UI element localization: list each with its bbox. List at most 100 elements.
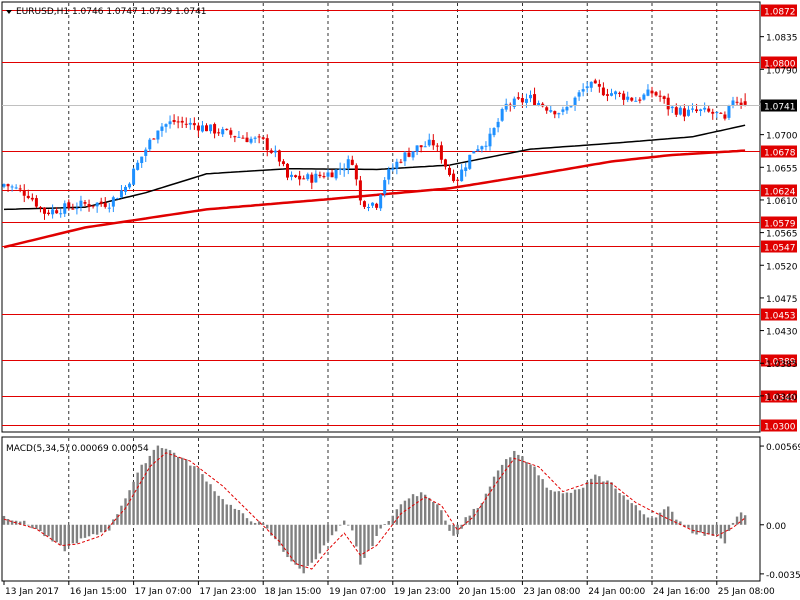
price-level-label: 1.0624 [764,188,796,198]
macd-bar [164,448,168,525]
macd-y-tick-label: -0.00355 [766,571,800,581]
candle-body [569,106,573,108]
candle-body [30,197,34,200]
x-tick-label: 19 Jan 07:00 [329,587,386,597]
x-tick-label: 17 Jan 23:00 [199,587,256,597]
x-tick-label: 25 Jan 08:00 [718,587,775,597]
candle-body [257,136,261,138]
macd-bar [144,463,147,525]
macd-bar [654,517,658,525]
macd-bar [213,491,216,525]
x-tick-label: 16 Jan 15:00 [70,587,127,597]
candle-body [686,109,690,116]
macd-bar [622,495,625,525]
macd-bar [537,475,540,525]
candle-body [334,169,338,179]
candle-body [496,121,500,128]
candle-body [739,102,743,106]
macd-bar [334,524,338,532]
macd-bar [351,524,354,531]
macd-bar [525,462,528,525]
candle-body [71,208,75,210]
macd-bar [492,476,496,525]
candle-body [524,98,528,103]
macd-bar [136,472,139,525]
candle-body [703,107,707,110]
macd-bar [43,524,46,537]
candle-body [630,97,634,101]
macd-bar [679,521,682,525]
macd-bar [59,524,62,546]
candle-body [601,87,605,96]
candle-body [581,89,585,92]
price-level-label: 1.0340 [764,394,796,404]
macd-bar [176,456,180,525]
macd-bar [79,524,83,539]
candle-body [565,106,569,111]
macd-bar [476,508,480,525]
candle-body [38,207,42,209]
candle-body [241,137,245,139]
candle-body [168,121,172,125]
candle-body [302,178,306,180]
candle-body [691,108,694,110]
price-level-tag [761,145,797,158]
macd-bar [225,504,228,525]
y-tick-label: 1.0700 [766,132,798,142]
macd-bar [152,449,156,525]
macd-bar [140,464,143,525]
candle-body [533,94,537,106]
macd-bar [257,521,261,525]
macd-bar [484,493,488,525]
candle-body [670,106,674,109]
macd-bar [112,519,115,525]
triangle-down-icon[interactable] [6,10,12,14]
candle-body [43,207,46,214]
candle-body [18,188,22,190]
macd-bar [47,524,50,537]
candle-body [269,150,273,153]
macd-bar [517,454,520,525]
macd-bar [347,524,350,526]
candle-body [488,133,492,147]
candle-body [375,203,379,208]
y-tick-label: 1.0835 [766,34,798,44]
macd-bar [278,524,281,546]
macd-bar [606,480,609,525]
candle-body [290,174,294,177]
macd-bar [399,504,403,525]
candle-body [411,151,415,158]
macd-bar [67,524,70,547]
macd-bar [148,455,151,525]
macd-bar [509,457,512,525]
candle-body [314,173,318,183]
macd-bar [330,524,334,536]
candle-body [743,101,747,105]
candle-body [476,149,480,152]
macd-bar [553,491,556,525]
macd-bar [448,524,451,531]
macd-header: MACD(5,34,5) 0.00069 0.00054 [6,444,149,454]
macd-bar [715,524,718,534]
candle-body [47,212,51,215]
macd-bar [586,481,589,525]
current-price-tag: 1.0741 [761,99,797,113]
macd-bar [51,524,54,542]
candle-body [654,92,658,96]
candle-body [383,180,387,194]
candle-body [111,197,115,207]
candle-body [610,93,613,96]
candle-body [695,109,699,112]
macd-bar [290,524,293,562]
ma-slow-line [3,149,746,249]
candle-body [79,200,83,208]
macd-bar [610,482,613,525]
macd-bar [294,524,297,565]
macd-bar [318,524,322,554]
price-level-tag [761,308,797,321]
macd-bar [440,510,443,525]
macd-bar [703,524,706,536]
candle-body [662,96,666,99]
macd-bar [452,524,455,536]
candle-body [678,107,682,115]
